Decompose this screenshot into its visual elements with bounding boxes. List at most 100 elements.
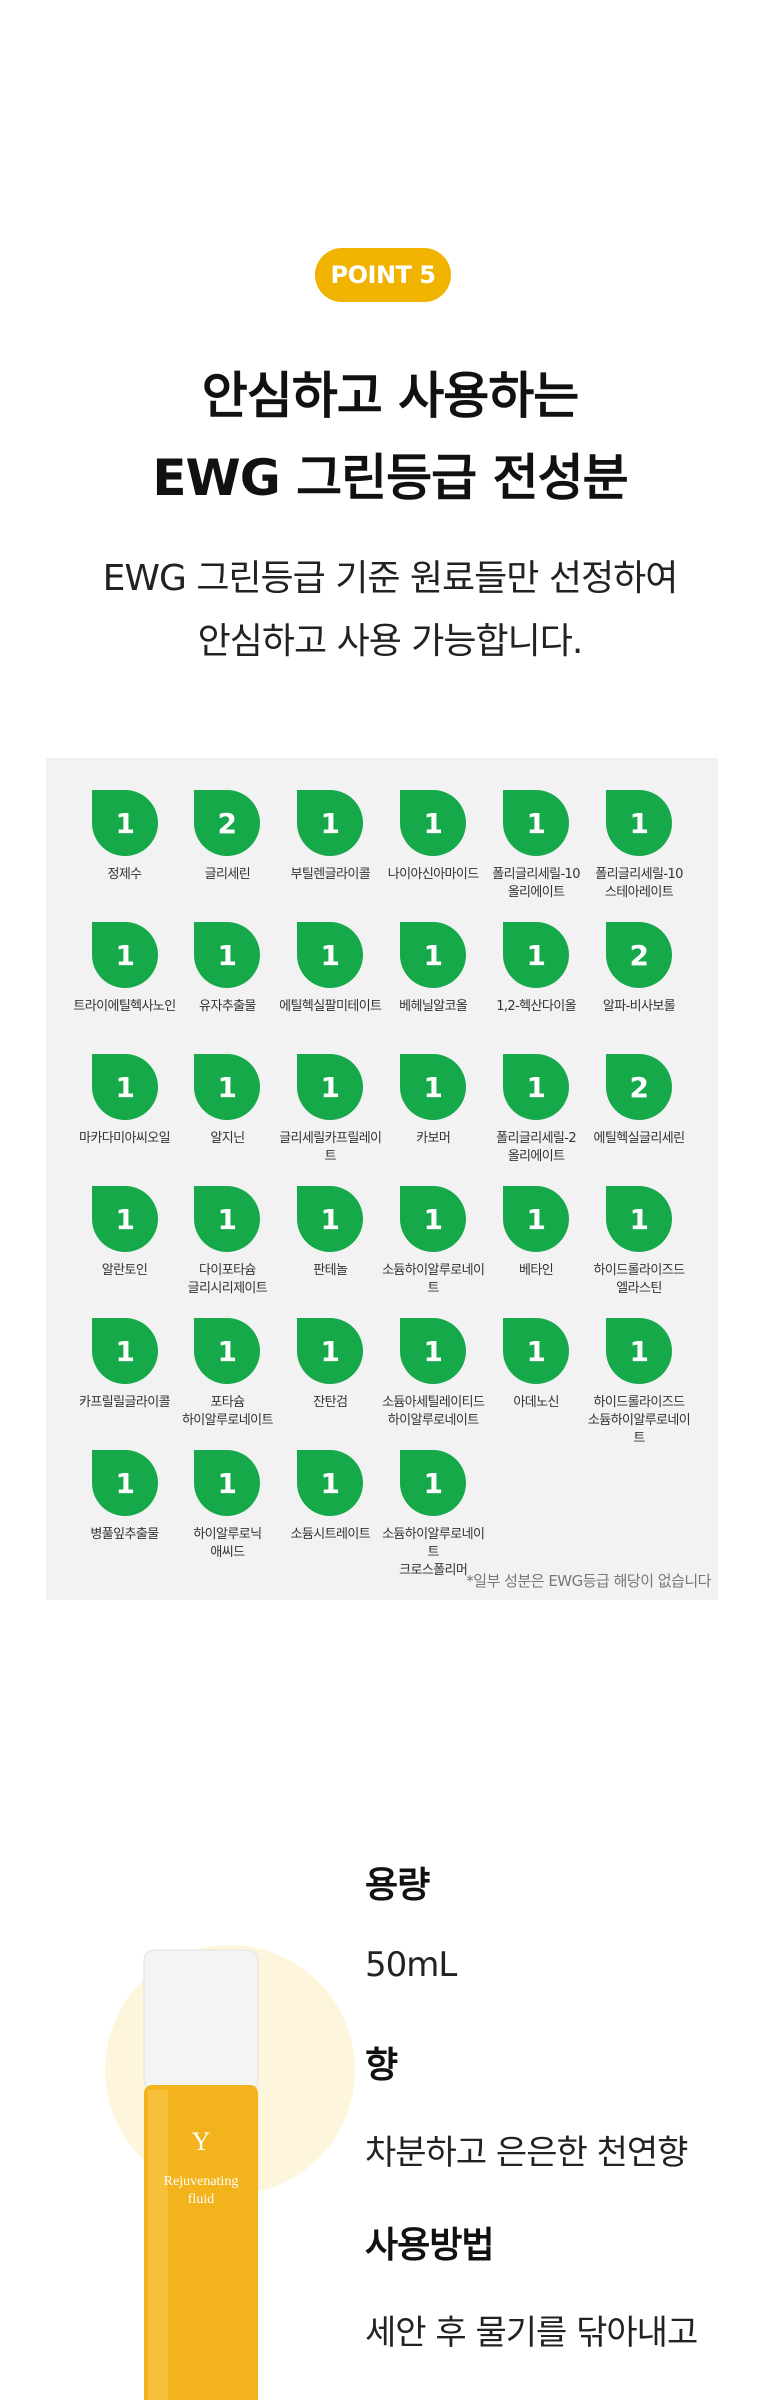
grade-number: 1 — [424, 1467, 443, 1500]
ingredient: 1 소듐하이알루로네이트 — [381, 1186, 485, 1298]
grade-icon: 1 — [297, 1450, 364, 1516]
grade-icon: 2 — [606, 1054, 672, 1120]
grade-icon: 1 — [91, 1186, 158, 1252]
ingredient-name: 정제수 — [107, 867, 142, 882]
grade-leaf — [297, 1054, 364, 1120]
ingredient-name: 소듐하이알루로네이트 — [382, 1527, 485, 1560]
ingredient-name: 나이아신아마이드 — [387, 867, 479, 882]
ingredient: 1 폴리글리세릴-2 올리에이트 — [484, 1054, 588, 1166]
ingredient: 1 소듐아세틸레이티드 하이알루로네이트 — [381, 1318, 485, 1430]
ingredient: 2 알파-비사보롤 — [587, 922, 691, 1016]
grade-icon: 1 — [606, 790, 672, 856]
ingredient-name: 부틸렌글라이콜 — [290, 867, 371, 882]
bottle-body — [144, 2085, 258, 2400]
grade-leaf — [400, 790, 467, 856]
grade-leaf — [503, 1318, 570, 1384]
product-image: Y Rejuvenating fluid — [105, 1945, 355, 2400]
ingredient-name: 하이드롤라이즈드 — [593, 1263, 685, 1278]
grade-number: 1 — [527, 1071, 546, 1104]
ingredient-name: 베헤닐알코올 — [399, 999, 468, 1014]
grade-leaf — [606, 1318, 672, 1384]
grade-number: 1 — [630, 1203, 649, 1236]
grade-icon: 1 — [503, 1186, 570, 1252]
ingredient: 2 에틸헥실글리세린 — [587, 1054, 691, 1148]
ingredient-name: 알란토인 — [101, 1263, 148, 1278]
grade-leaf — [606, 1054, 672, 1120]
ingredient-name: 글리세린 — [204, 867, 251, 882]
grade-leaf — [194, 1054, 261, 1120]
ingredient: 1 1,2-헥산다이올 — [484, 922, 588, 1016]
grade-number: 1 — [218, 1335, 237, 1368]
grade-number: 1 — [321, 807, 340, 840]
grade-icon: 1 — [194, 1054, 261, 1120]
ingredient-name: 스테아레이트 — [604, 885, 674, 900]
grade-icon: 1 — [400, 1450, 467, 1516]
grade-number: 1 — [115, 1335, 134, 1368]
grade-leaf — [400, 1054, 467, 1120]
grade-leaf — [91, 1450, 158, 1516]
ingredient-name: 소듐하이알루로네이트 — [382, 1263, 485, 1296]
grade-icon: 2 — [606, 922, 672, 988]
grade-icon: 1 — [91, 1318, 158, 1384]
grade-leaf — [400, 1186, 467, 1252]
ingredient-panel — [46, 758, 718, 1600]
ingredient-name: 하이알루로닉 — [193, 1527, 262, 1542]
ingredient-name: 글리세릴카프릴레이트 — [279, 1131, 382, 1164]
ingredient-name: 카프릴릴글라이콜 — [79, 1395, 170, 1410]
ingredient-name: 올리에이트 — [507, 1149, 565, 1164]
grade-number: 1 — [424, 1203, 443, 1236]
ingredient-name: 올리에이트 — [507, 885, 565, 900]
ingredient-name: 알파-비사보롤 — [602, 999, 676, 1014]
grade-icon: 1 — [91, 790, 158, 856]
grade-icon: 1 — [194, 1450, 261, 1516]
grade-icon: 1 — [400, 1186, 467, 1252]
ingredient: 1 유자추출물 — [175, 922, 279, 1016]
ingredient-name: 애씨드 — [210, 1545, 245, 1560]
ingredient: 1 카프릴릴글라이콜 — [73, 1318, 177, 1412]
grade-leaf — [194, 922, 261, 988]
grade-number: 2 — [630, 939, 649, 972]
grade-icon: 1 — [194, 922, 261, 988]
bottle-highlight — [148, 2090, 168, 2400]
grade-leaf — [91, 1186, 158, 1252]
grade-icon: 1 — [400, 1318, 467, 1384]
ingredient-name: 에틸헥실팔미테이트 — [279, 999, 382, 1014]
grade-leaf — [194, 790, 261, 856]
bottle-logo: Y — [192, 2127, 211, 2156]
ingredient-name: 포타슘 — [210, 1395, 245, 1410]
ingredient: 1 다이포타슘 글리시리제이트 — [175, 1186, 279, 1298]
grade-leaf — [400, 1318, 467, 1384]
grade-icon: 1 — [91, 1450, 158, 1516]
ingredient: 1 마카다미아씨오일 — [73, 1054, 177, 1148]
grade-number: 1 — [321, 1071, 340, 1104]
grade-leaf — [91, 790, 158, 856]
ingredient-name: 폴리글리세릴-10 — [595, 867, 683, 882]
spec-value: 세안 후 물기를 닦아내고 — [365, 2313, 698, 2353]
ingredient: 1 병풀잎추출물 — [73, 1450, 177, 1544]
grade-leaf — [91, 1054, 158, 1120]
ingredient: 1 소듐시트레이트 — [278, 1450, 382, 1544]
grade-leaf — [194, 1450, 261, 1516]
grade-number: 1 — [424, 1335, 443, 1368]
ingredient-name: 크로스폴리머 — [399, 1563, 468, 1578]
ingredient: 1 아데노신 — [484, 1318, 588, 1412]
grade-number: 1 — [321, 939, 340, 972]
ingredient-name: 유자추출물 — [198, 999, 256, 1014]
grade-icon: 1 — [297, 1318, 364, 1384]
ingredient: 1 하이드롤라이즈드 소듐하이알루로네이트 — [587, 1318, 691, 1448]
ingredient-name: 폴리글리세릴-10 — [492, 867, 580, 882]
grade-leaf — [503, 790, 570, 856]
ingredient-name: 판테놀 — [313, 1263, 348, 1278]
grade-number: 2 — [218, 807, 237, 840]
ingredient: 2 글리세린 — [175, 790, 279, 884]
grade-number: 1 — [630, 807, 649, 840]
spec-label: 사용방법 — [365, 2225, 494, 2266]
spec-value: 차분하고 은은한 천연향 — [365, 2133, 688, 2173]
grade-number: 1 — [218, 1071, 237, 1104]
grade-number: 2 — [630, 1071, 649, 1104]
grade-leaf — [606, 790, 672, 856]
grade-icon: 1 — [503, 922, 570, 988]
grade-leaf — [297, 922, 364, 988]
